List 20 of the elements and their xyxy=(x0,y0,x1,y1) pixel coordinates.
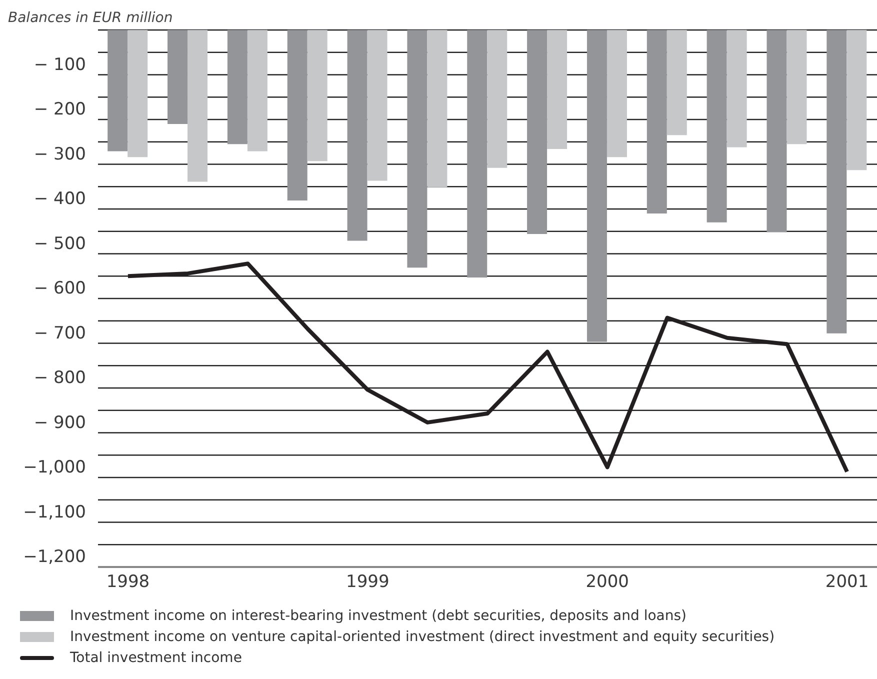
y-tick-label: −1,100 xyxy=(23,502,86,522)
y-tick-label: − 300 xyxy=(34,144,86,164)
y-tick-label: −1,200 xyxy=(23,547,86,567)
x-tick-label: 1999 xyxy=(346,572,390,592)
legend-label: Investment income on interest-bearing investment (debt securities, deposits and loans) xyxy=(70,608,686,624)
y-tick-label: − 100 xyxy=(34,54,86,75)
y-tick-label: − 600 xyxy=(34,278,86,298)
x-tick-label: 2000 xyxy=(586,572,629,592)
y-axis-title: Balances in EUR million xyxy=(8,9,174,28)
y-tick-label: − 900 xyxy=(34,412,86,433)
y-tick-label: − 800 xyxy=(34,368,86,388)
y-tick-label: − 400 xyxy=(34,189,86,209)
x-tick-label: 2001 xyxy=(825,572,869,592)
y-tick-label: − 200 xyxy=(34,100,86,120)
y-tick-label: −1,000 xyxy=(23,458,86,478)
legend-label: Total investment income xyxy=(70,650,242,666)
y-tick-label: − 700 xyxy=(34,323,86,344)
legend-label: Investment income on venture capital-oriented investment (direct investment and equity securities) xyxy=(70,628,775,644)
x-tick-label: 1998 xyxy=(106,572,150,592)
y-tick-label: − 500 xyxy=(34,234,86,254)
